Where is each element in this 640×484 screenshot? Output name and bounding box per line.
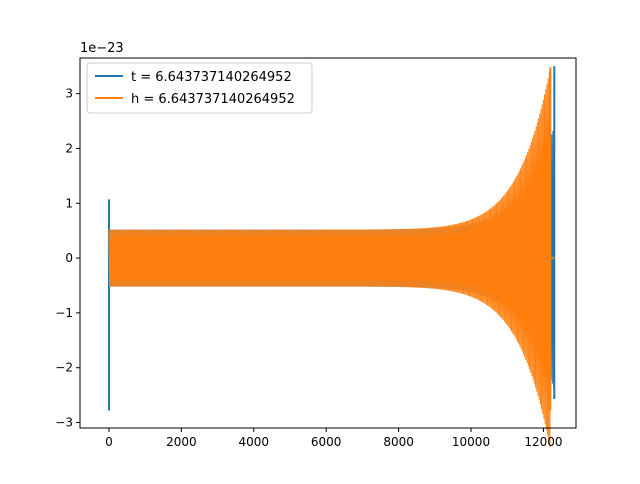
- x-tick-label: 10000: [452, 435, 490, 449]
- x-tick-label: 8000: [383, 435, 414, 449]
- plot-layer: [107, 66, 556, 448]
- x-tick-label: 0: [105, 435, 113, 449]
- y-tick-label: 0: [65, 251, 73, 265]
- series-h-line: [108, 72, 551, 448]
- y-offset-text: 1e−23: [80, 41, 124, 56]
- y-axis: −3 −2 −1 0 1 2 3: [55, 87, 80, 430]
- x-tick-label: 12000: [524, 435, 562, 449]
- x-tick-label: 2000: [166, 435, 197, 449]
- legend: t = 6.643737140264952 h = 6.643737140264…: [86, 62, 313, 114]
- legend-box: [86, 62, 313, 114]
- y-tick-label: 3: [65, 87, 73, 101]
- x-axis: 0 2000 4000 6000 8000 10000 12000: [105, 428, 563, 449]
- plot-area-frame: [79, 57, 577, 429]
- y-tick-label: 1: [65, 196, 73, 210]
- y-tick-label: −1: [55, 306, 73, 320]
- y-tick-label: −3: [55, 416, 73, 430]
- y-tick-label: 2: [65, 141, 73, 155]
- legend-label-t: t = 6.643737140264952: [131, 70, 292, 85]
- y-tick-label: −2: [55, 361, 73, 375]
- x-tick-label: 6000: [311, 435, 342, 449]
- legend-label-h: h = 6.643737140264952: [131, 92, 295, 107]
- x-tick-label: 4000: [239, 435, 270, 449]
